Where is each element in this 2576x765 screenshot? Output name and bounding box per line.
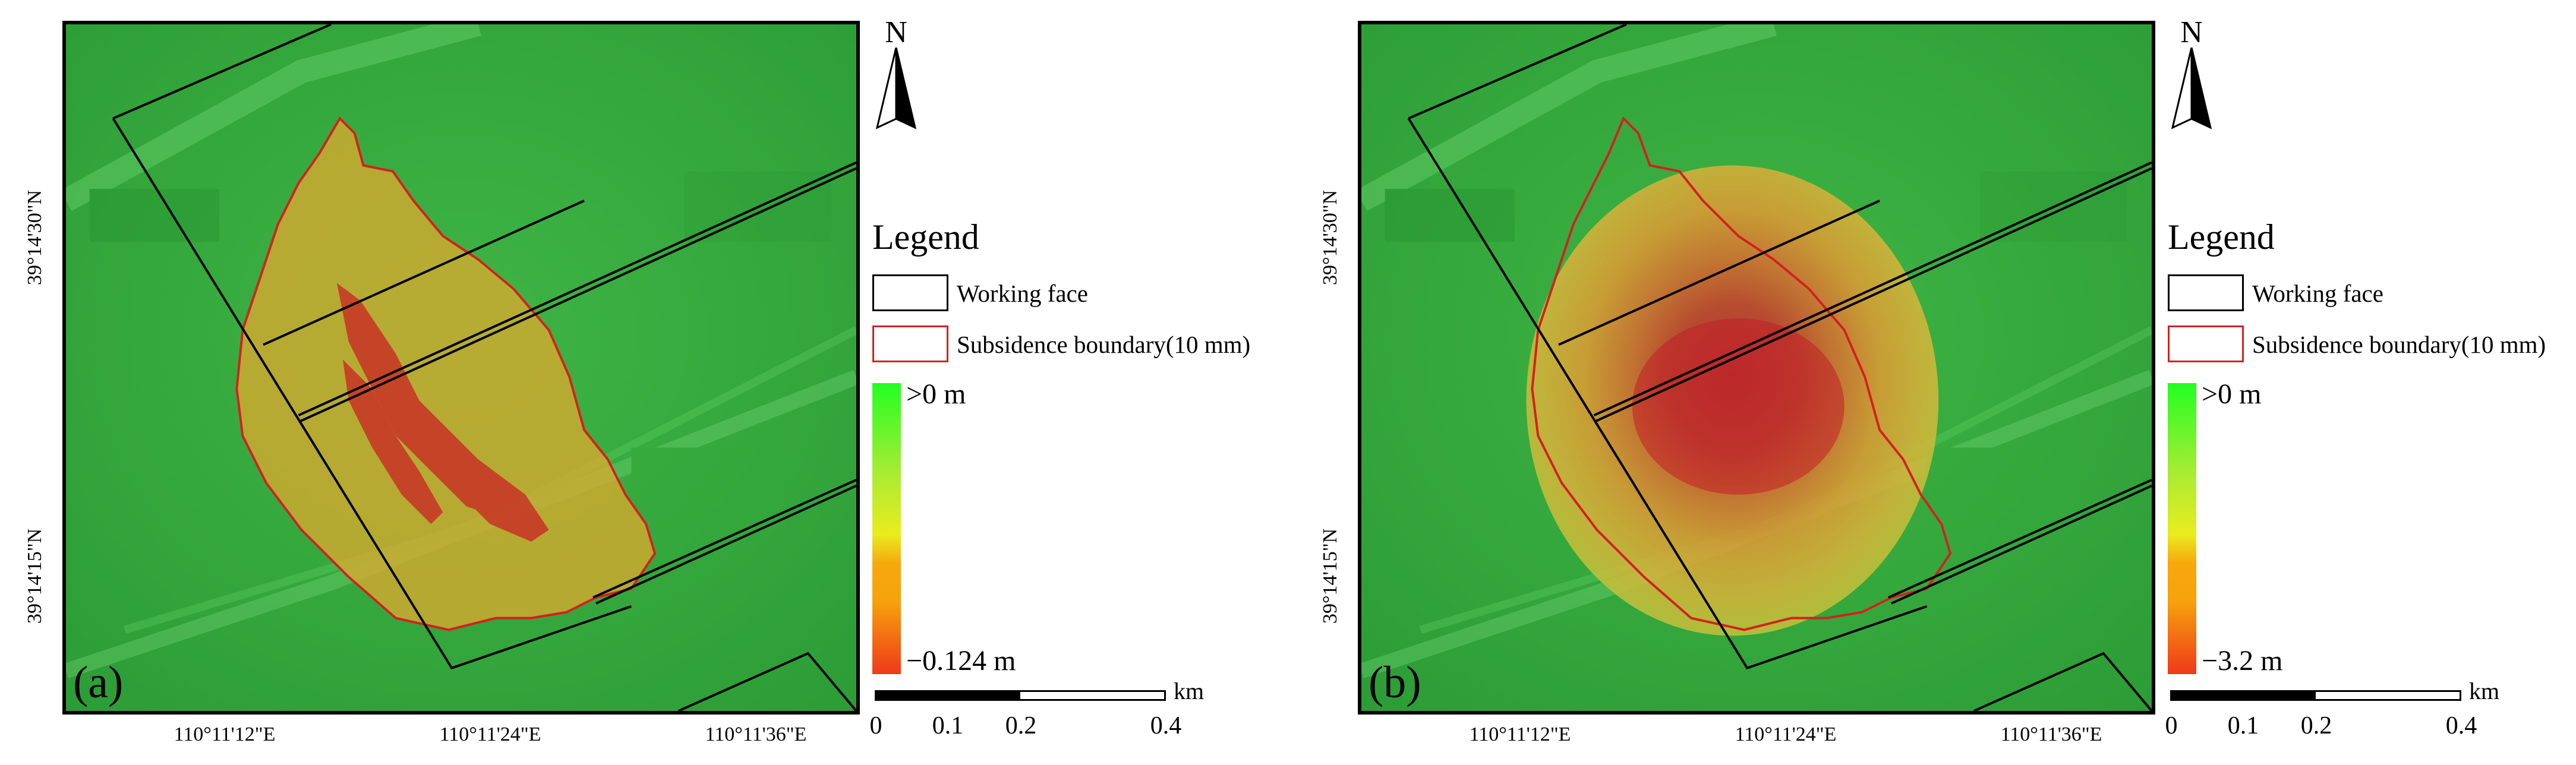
lon-label-2: 110°11'24"E [1735, 723, 1837, 745]
lon-label-1: 110°11'12"E [174, 723, 276, 745]
subsidence-area [235, 116, 657, 631]
lon-label-3: 110°11'36"E [2000, 723, 2102, 745]
scale-bar [875, 690, 1166, 701]
map-a-canvas [66, 24, 856, 711]
legend-swatch-working-face [2168, 274, 2244, 311]
color-ramp [2168, 383, 2196, 674]
north-letter: N [885, 15, 907, 49]
scale-tick-1: 0.1 [932, 712, 964, 739]
panel-label: (a) [73, 657, 124, 707]
scale-tick-2: 0.2 [1005, 712, 1037, 739]
lon-label-3: 110°11'36"E [705, 723, 807, 745]
subsidence-core [1632, 318, 1844, 495]
subsidence-boundary [1531, 116, 1952, 631]
legend-label-working-face: Working face [957, 280, 1088, 307]
legend-swatch-subsidence [2168, 325, 2244, 362]
ramp-max-label: >0 m [2202, 378, 2262, 410]
legend-swatch-working-face [872, 274, 948, 311]
subsidence-core [336, 283, 549, 542]
legend-label-working-face: Working face [2252, 280, 2383, 307]
legend-title: Legend [2168, 217, 2275, 257]
scale-tick-3: 0.4 [1150, 712, 1182, 739]
scale-unit: km [2469, 678, 2500, 704]
legend-swatch-subsidence [872, 325, 948, 362]
north-arrow-icon [875, 48, 917, 129]
north-arrow-icon [2171, 48, 2212, 129]
legend-label-subsidence: Subsidence boundary(10 mm) [957, 331, 1251, 358]
scale-tick-2: 0.2 [2300, 712, 2332, 739]
lon-label-1: 110°11'12"E [1469, 723, 1571, 745]
ramp-max-label: >0 m [906, 378, 966, 410]
scale-tick-1: 0.1 [2227, 712, 2259, 739]
scale-tick-0: 0 [869, 712, 882, 739]
lat-label-top: 39°14'30"N [24, 189, 46, 285]
lon-label-2: 110°11'24"E [439, 723, 541, 745]
working-face-outlines [112, 24, 856, 711]
scale-unit: km [1174, 678, 1205, 704]
scale-bar [2170, 690, 2461, 701]
working-face-outlines [1407, 24, 2152, 711]
ramp-min-label: −0.124 m [906, 645, 1016, 677]
ramp-min-label: −3.2 m [2202, 645, 2283, 677]
map-a[interactable]: (a) [62, 21, 860, 715]
panel-a: (a) 39°14'30"N 39°14'15"N 110°11'12"E 11… [24, 15, 1251, 745]
lat-label-top: 39°14'30"N [1319, 189, 1341, 285]
north-letter: N [2180, 15, 2203, 49]
panel-label: (b) [1369, 657, 1421, 707]
map-b-canvas [1361, 24, 2152, 711]
panel-b: (b) 39°14'30"N 39°14'15"N 110°11'12"E 11… [1295, 0, 2576, 765]
legend-title: Legend [872, 217, 979, 257]
lat-label-bottom: 39°14'15"N [24, 528, 46, 624]
legend-label-subsidence: Subsidence boundary(10 mm) [2252, 331, 2546, 358]
scale-tick-3: 0.4 [2445, 712, 2477, 739]
scale-tick-0: 0 [2165, 712, 2178, 739]
lat-label-bottom: 39°14'15"N [1319, 528, 1341, 624]
color-ramp [872, 383, 901, 674]
map-b[interactable]: (b) [1358, 21, 2155, 715]
